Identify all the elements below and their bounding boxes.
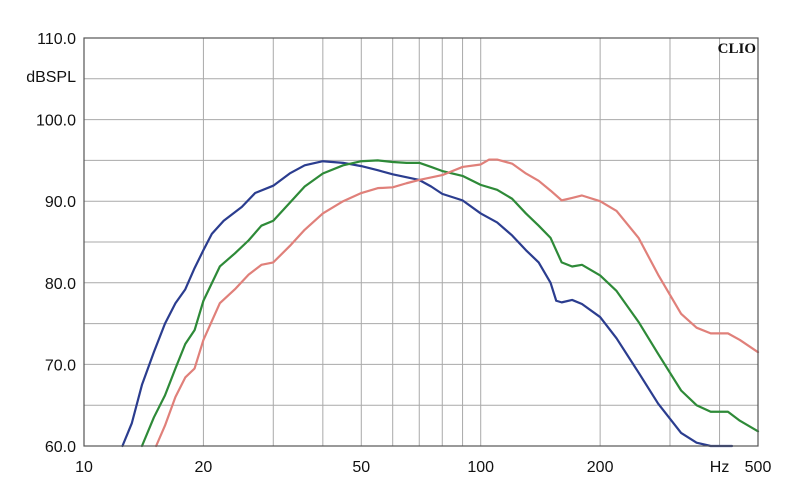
y-tick-label: 100.0: [36, 113, 76, 130]
y-tick-label: 80.0: [45, 276, 76, 293]
y-tick-label: 110.0: [37, 31, 76, 48]
plot-frame: [83, 37, 759, 447]
x-tick-label: 200: [587, 459, 614, 476]
x-tick-label: 100: [467, 459, 494, 476]
grid: [84, 38, 758, 446]
y-tick-label: 90.0: [45, 194, 76, 211]
y-tick-label: 60.0: [45, 439, 76, 456]
series-lines: [121, 158, 760, 448]
x-tick-label: 10: [75, 459, 93, 476]
x-tick-label: 500: [745, 459, 772, 476]
series-line-2: [140, 159, 760, 448]
tick-labels: 10 20 50 100 200 500 60.0 70.0 80.0 90.0 100.0 110.…: [36, 31, 771, 476]
series-line-1: [121, 160, 734, 448]
x-tick-label: 50: [352, 459, 370, 476]
y-axis-label: dBSPL: [26, 69, 76, 86]
y-tick-label: 70.0: [45, 357, 76, 374]
clio-brand-label: CLIO: [718, 41, 756, 57]
series-line-3: [155, 158, 760, 448]
x-axis-unit-label: Hz: [710, 459, 730, 476]
x-tick-label: 20: [195, 459, 213, 476]
